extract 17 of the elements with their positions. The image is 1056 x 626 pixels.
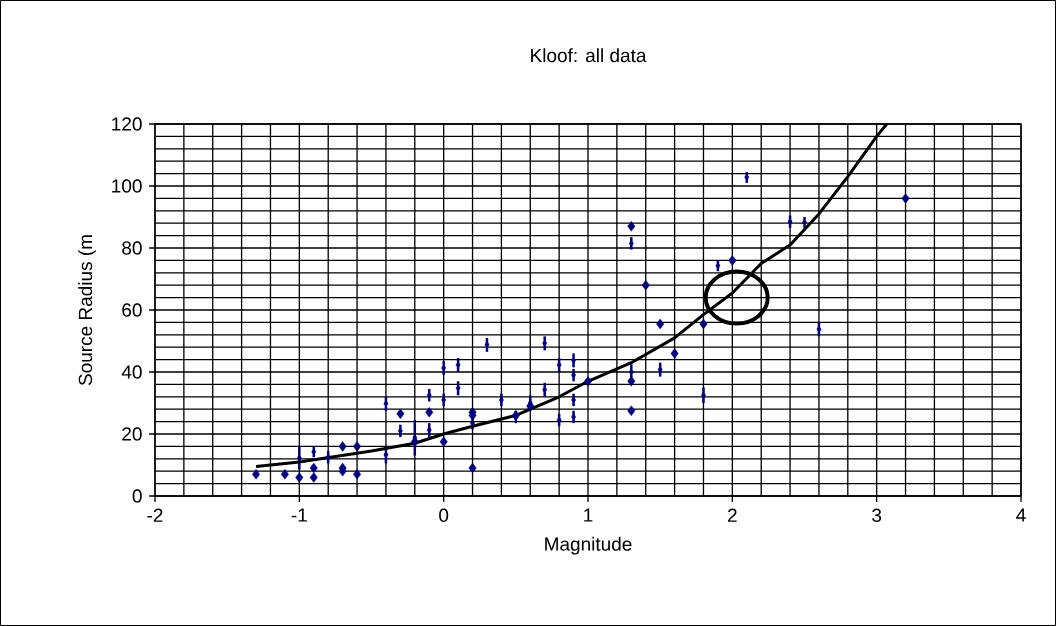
chart-title: Kloof: all data <box>531 48 647 63</box>
x-tick-label: 3 <box>872 508 882 522</box>
x-tick-label: 0 <box>439 508 449 522</box>
x-tick-label: -1 <box>291 508 307 522</box>
y-tick-label: 100 <box>112 179 142 193</box>
y-tick-label: 80 <box>122 241 142 255</box>
x-tick-label: 1 <box>584 508 593 522</box>
y-tick-label: 0 <box>132 489 142 503</box>
y-tick-label: 120 <box>112 117 142 131</box>
y-tick-label: 40 <box>121 365 142 379</box>
x-tick-label: -2 <box>147 508 163 522</box>
y-tick-label: 20 <box>122 427 142 441</box>
y-axis-title: Source Radius (m <box>78 235 96 386</box>
x-tick-label: 2 <box>728 508 737 522</box>
x-axis-title: Magnitude <box>545 536 632 555</box>
y-tick-label: 60 <box>122 303 142 317</box>
x-tick-label: 4 <box>1016 508 1026 522</box>
